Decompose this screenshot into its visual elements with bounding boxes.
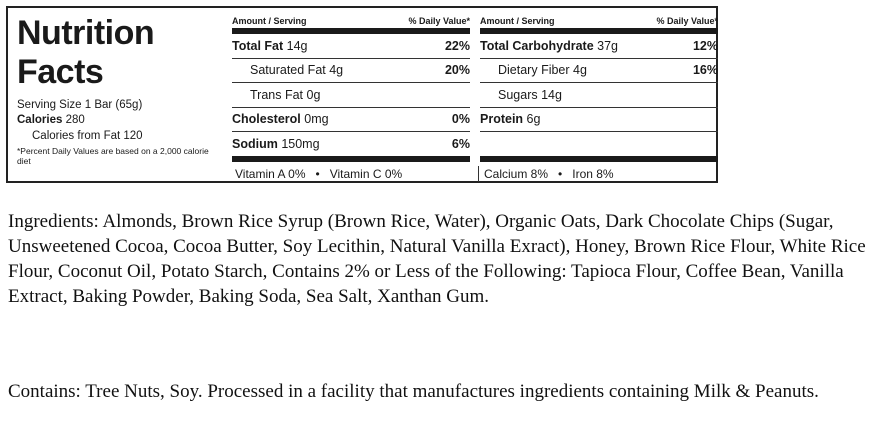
- nutrient-row: Saturated Fat 4g 20%: [232, 59, 470, 83]
- label-title-line2: Facts: [17, 53, 104, 91]
- nutrient-daily-value: 12%: [692, 38, 718, 53]
- nutrient-name: Sugars: [498, 87, 538, 102]
- nutrient-row: Dietary Fiber 4g 16%: [480, 59, 718, 83]
- ingredients-text: Ingredients: Almonds, Brown Rice Syrup (…: [8, 211, 866, 307]
- header-daily-value: % Daily Value*: [408, 16, 470, 26]
- nutrient-name-amount: Sugars 14g: [480, 88, 562, 102]
- nutrient-amount: 14g: [541, 87, 562, 102]
- nutrient-amount: 0g: [306, 87, 321, 102]
- nutrient-name-amount: Dietary Fiber 4g: [480, 63, 587, 77]
- iron: Iron 8%: [572, 167, 614, 181]
- nutrient-name-amount: Total Carbohydrate 37g: [480, 39, 618, 53]
- label-title-line1: Nutrition: [17, 14, 155, 52]
- vitamin-c: Vitamin C 0%: [329, 167, 403, 181]
- vitamins-row-right: Calcium 8% • Iron 8%: [484, 167, 614, 181]
- nutrient-row: Trans Fat 0g: [232, 83, 470, 108]
- nutrient-amount: 14g: [286, 38, 308, 53]
- nutrient-row: Total Fat 14g 22%: [232, 34, 470, 59]
- nutrient-row: Protein 6g: [480, 108, 718, 132]
- header-amount: Amount / Serving: [232, 16, 307, 26]
- nutrient-amount: 4g: [329, 63, 344, 78]
- nutrient-panel-right: Amount / Serving % Daily Value* Total Ca…: [480, 15, 718, 162]
- nutrient-amount: 4g: [573, 63, 587, 78]
- panel-header: Amount / Serving % Daily Value*: [232, 15, 470, 34]
- calories-from-fat: Calories from Fat 120: [32, 130, 143, 142]
- nutrient-name-amount: Trans Fat 0g: [232, 88, 320, 102]
- nutrient-amount: 6g: [526, 112, 541, 127]
- empty-row: [480, 132, 718, 162]
- nutrient-row: Cholesterol 0mg 0%: [232, 108, 470, 132]
- nutrient-name: Protein: [480, 112, 524, 127]
- nutrient-daily-value: 0%: [451, 112, 470, 127]
- vitamin-divider: [478, 166, 479, 182]
- nutrient-name: Trans Fat: [250, 87, 304, 102]
- calories-label: Calories: [17, 114, 63, 126]
- nutrient-daily-value: 20%: [444, 63, 470, 78]
- calories-line: Calories 280: [17, 113, 222, 128]
- nutrient-name: Sodium: [232, 136, 278, 151]
- nutrient-row: Total Carbohydrate 37g 12%: [480, 34, 718, 59]
- nutrient-name-amount: Sodium 150mg: [232, 137, 320, 151]
- nutrient-name-amount: Protein 6g: [480, 112, 540, 126]
- nutrient-name: Dietary Fiber: [498, 63, 570, 78]
- nutrient-name: Total Carbohydrate: [480, 38, 594, 53]
- allergen-text: Contains: Tree Nuts, Soy. Processed in a…: [8, 381, 819, 402]
- bullet-separator: •: [315, 167, 320, 181]
- header-daily-value: % Daily Value*: [656, 16, 718, 26]
- calcium: Calcium 8%: [484, 167, 549, 181]
- calories-value: 280: [65, 114, 85, 126]
- nutrient-daily-value: 22%: [444, 38, 470, 53]
- nutrient-amount: 37g: [597, 38, 619, 53]
- nutrient-amount: 0mg: [304, 112, 329, 127]
- vitamin-a: Vitamin A 0%: [235, 167, 306, 181]
- vitamins-row-left: Vitamin A 0% • Vitamin C 0%: [235, 167, 402, 181]
- nutrient-name: Saturated Fat: [250, 63, 326, 78]
- nutrient-row: Sodium 150mg 6%: [232, 132, 470, 162]
- panel-header: Amount / Serving % Daily Value*: [480, 15, 718, 34]
- nutrient-name: Total Fat: [232, 38, 284, 53]
- header-amount: Amount / Serving: [480, 16, 555, 26]
- nutrient-daily-value: 6%: [451, 136, 470, 151]
- nutrient-name-amount: Total Fat 14g: [232, 39, 308, 53]
- serving-size: Serving Size 1 Bar (65g): [17, 99, 143, 111]
- nutrient-name: Cholesterol: [232, 112, 301, 127]
- label-summary-column: Nutrition Facts Serving Size 1 Bar (65g)…: [17, 14, 222, 166]
- nutrient-name-amount: Saturated Fat 4g: [232, 63, 343, 77]
- nutrient-amount: 150mg: [281, 136, 320, 151]
- nutrient-daily-value: 16%: [692, 63, 718, 78]
- daily-value-footnote: *Percent Daily Values are based on a 2,0…: [17, 146, 209, 166]
- nutrient-row: Sugars 14g: [480, 83, 718, 108]
- nutrient-name-amount: Cholesterol 0mg: [232, 112, 329, 126]
- bullet-separator: •: [558, 167, 563, 181]
- nutrient-panel-left: Amount / Serving % Daily Value* Total Fa…: [232, 15, 470, 162]
- nutrition-facts-label: Nutrition Facts Serving Size 1 Bar (65g)…: [6, 6, 718, 183]
